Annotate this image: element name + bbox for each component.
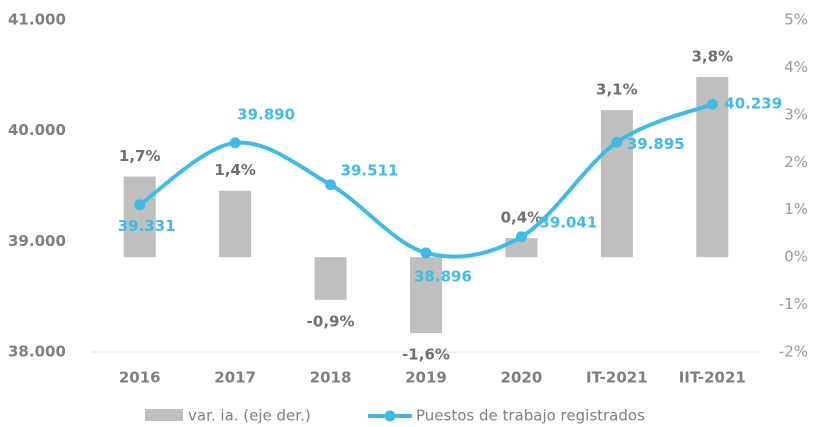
y2-tick-label: -1% — [779, 295, 808, 313]
y2-tick-label: 5% — [784, 11, 808, 29]
line-point — [420, 247, 432, 259]
line-point — [325, 179, 337, 191]
y-tick-label: 41.000 — [8, 11, 66, 29]
y2-tick-label: 1% — [784, 200, 808, 218]
legend-swatch — [384, 410, 396, 422]
bar — [219, 190, 252, 258]
line-value-label: 40.239 — [724, 95, 782, 113]
y2-tick-label: 4% — [784, 58, 808, 76]
y2-tick-label: 0% — [784, 248, 808, 266]
line-value-label: 39.511 — [341, 161, 399, 179]
bar — [600, 110, 633, 258]
bar — [314, 257, 347, 300]
x-tick-label: 2017 — [214, 369, 256, 387]
x-tick-label: IT-2021 — [586, 369, 648, 387]
line-value-label: 39.890 — [237, 105, 295, 123]
bar-value-label: 1,7% — [119, 147, 161, 165]
y-tick-label: 40.000 — [8, 121, 66, 139]
x-tick-label: 2016 — [119, 369, 161, 387]
bar — [123, 176, 156, 258]
y2-tick-label: 3% — [784, 105, 808, 123]
line-value-label: 39.895 — [627, 135, 685, 153]
x-tick-label: 2020 — [501, 369, 543, 387]
bar-value-label: 3,1% — [596, 81, 638, 99]
legend-label: Puestos de trabajo registrados — [416, 407, 645, 425]
line-value-label: 39.041 — [539, 213, 597, 231]
legend-label: var. ia. (eje der.) — [188, 407, 311, 425]
x-tick-label: 2019 — [405, 369, 447, 387]
x-tick-label: IIT-2021 — [679, 369, 746, 387]
line-point — [134, 199, 146, 211]
y2-tick-label: 2% — [784, 153, 808, 171]
bar-value-label: 3,8% — [691, 47, 733, 65]
line-point — [229, 137, 241, 149]
line-value-label: 38.896 — [414, 267, 472, 285]
y2-tick-label: -2% — [779, 343, 808, 361]
legend-swatch — [145, 409, 183, 421]
bar-value-label: -1,6% — [402, 346, 450, 364]
line-point — [611, 136, 623, 148]
bar-value-label: -0,9% — [307, 312, 355, 330]
line-point — [706, 98, 718, 110]
line-value-label: 39.331 — [118, 217, 176, 235]
x-tick-label: 2018 — [310, 369, 352, 387]
y-tick-label: 39.000 — [8, 232, 66, 250]
line-point — [515, 231, 527, 243]
bar-value-label: 0,4% — [501, 209, 543, 227]
bar — [410, 257, 442, 334]
bar-value-label: 1,4% — [214, 161, 256, 179]
y-tick-label: 38.000 — [8, 343, 66, 361]
